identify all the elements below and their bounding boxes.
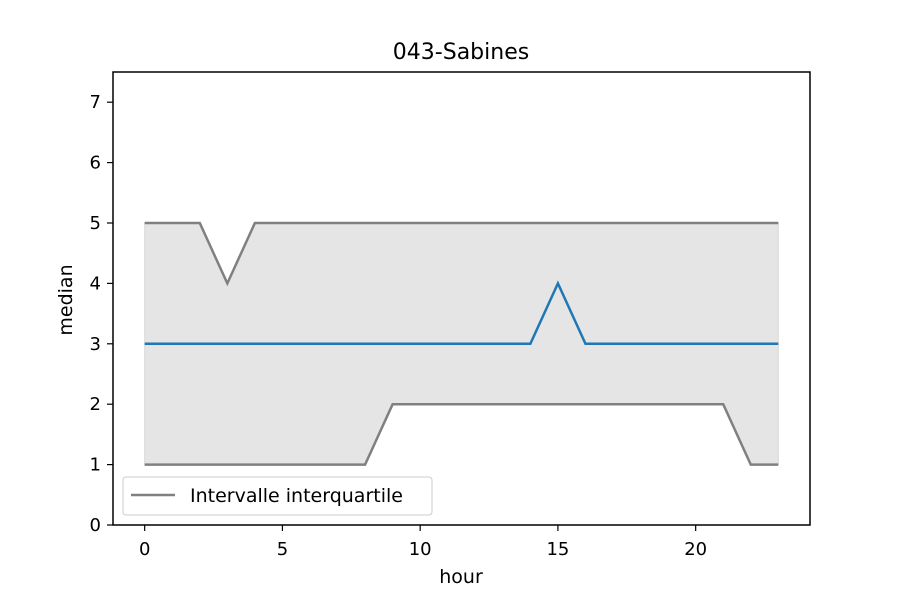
y-tick-label: 3 bbox=[90, 334, 101, 355]
plot-area bbox=[112, 71, 811, 526]
x-tick-label: 10 bbox=[409, 539, 432, 560]
x-axis-label: hour bbox=[439, 566, 483, 588]
x-tick-label: 5 bbox=[277, 539, 288, 560]
x-tick-label: 20 bbox=[684, 539, 707, 560]
y-tick-label: 2 bbox=[90, 394, 101, 415]
series-line-q25 bbox=[144, 402, 779, 466]
y-tick-label: 6 bbox=[90, 153, 101, 174]
series-line-median bbox=[144, 280, 779, 346]
y-tick-label: 7 bbox=[90, 92, 101, 113]
x-tick-label: 0 bbox=[139, 539, 150, 560]
chart-title: 043-Sabines bbox=[393, 40, 529, 65]
legend: Intervalle interquartile bbox=[122, 476, 433, 516]
axes-frame bbox=[112, 71, 811, 526]
axis-ticks: 0 5 10 15 20 0 1 2 3 4 5 6 7 bbox=[90, 92, 708, 560]
series-line-q75 bbox=[144, 221, 779, 287]
y-axis-label: median bbox=[55, 264, 77, 335]
y-tick-label: 4 bbox=[90, 273, 101, 294]
legend-frame bbox=[122, 476, 433, 516]
x-tick-label: 15 bbox=[546, 539, 569, 560]
y-tick-label: 5 bbox=[90, 213, 101, 234]
y-tick-label: 1 bbox=[90, 455, 101, 476]
y-tick-label: 0 bbox=[90, 515, 101, 536]
legend-label-iqr: Intervalle interquartile bbox=[190, 485, 403, 507]
